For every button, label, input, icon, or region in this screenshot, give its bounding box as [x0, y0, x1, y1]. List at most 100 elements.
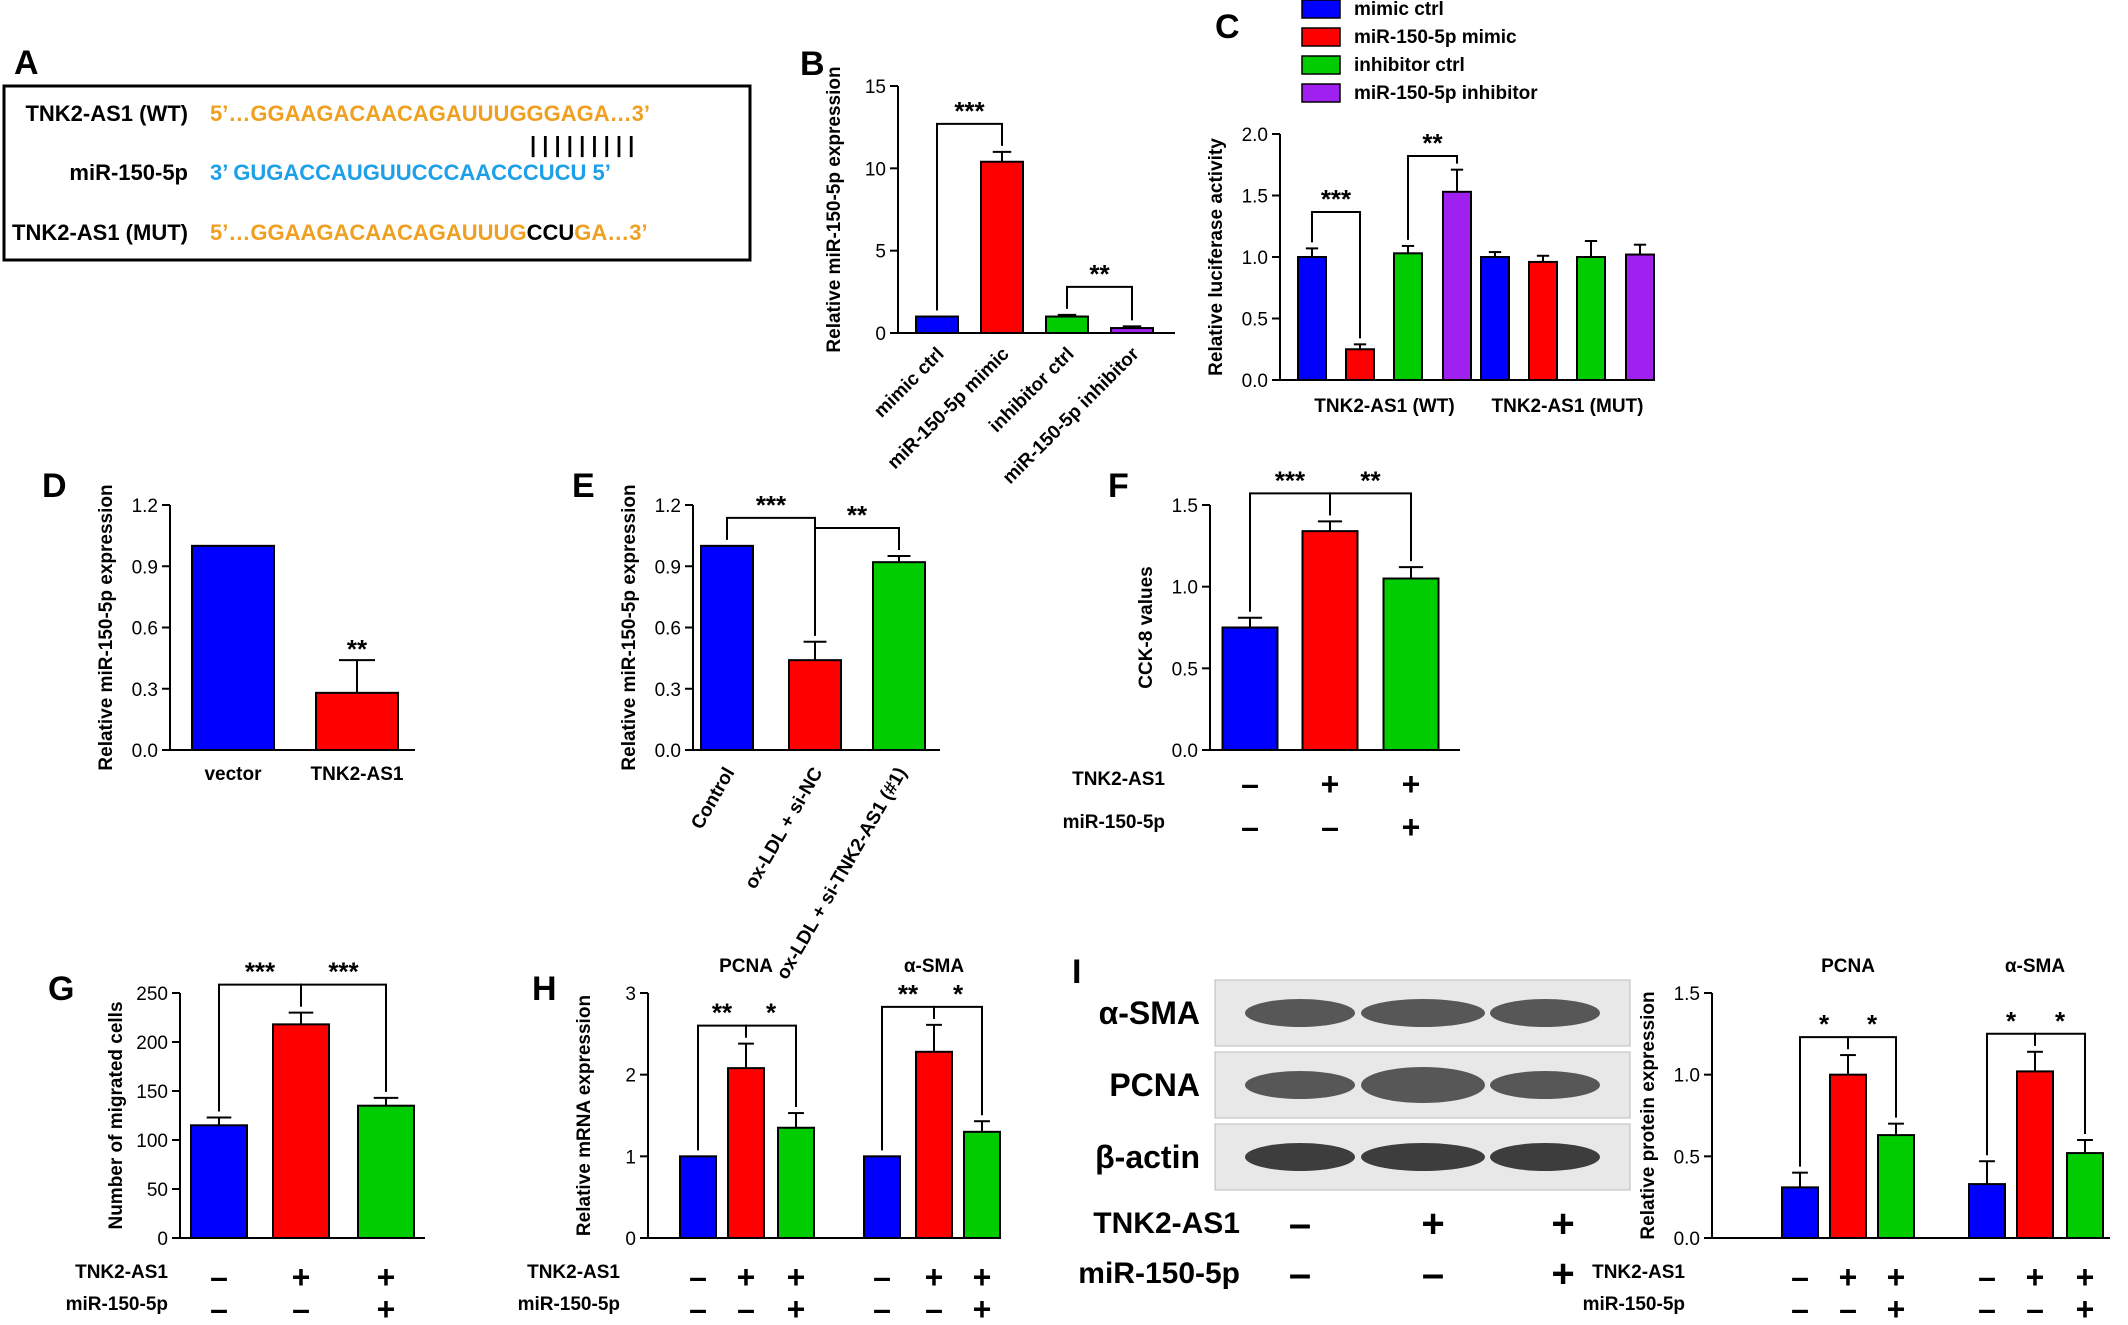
panel-a-sequence-alignment: A TNK2-AS1 (WT) 5’…GGAAGACAACAGAUUUGGGAGA……	[2, 44, 752, 262]
chart-panel-g: G 0 50 100 150 200 250 Number of migrated cells…	[48, 957, 425, 1325]
condition-label: miR-150-5p	[66, 1294, 168, 1315]
bar	[1528, 260, 1558, 382]
bar	[2066, 1152, 2104, 1239]
bar	[915, 1050, 953, 1240]
y-tick-label: 2	[625, 1066, 636, 1087]
significance-label: **	[1422, 128, 1443, 158]
condition-sign: +	[1887, 1259, 1906, 1295]
y-tick-label: 0.5	[1242, 310, 1268, 331]
bar	[2016, 1070, 2054, 1240]
y-tick-label: 0	[157, 1229, 168, 1250]
condition-sign: +	[1421, 1202, 1444, 1246]
bar	[357, 1104, 415, 1239]
sequence-segment: GA…3’	[574, 220, 647, 245]
protein-band	[1490, 1071, 1600, 1099]
panel-letter: B	[800, 45, 825, 83]
bar	[1968, 1183, 2006, 1239]
legend-entry: inhibitor ctrl	[1354, 55, 1465, 76]
y-tick-label: 3	[625, 984, 636, 1005]
significance-bracket	[1311, 211, 1361, 339]
bar	[272, 1023, 330, 1239]
significance-label: **	[898, 979, 919, 1009]
condition-sign: –	[1978, 1259, 1996, 1295]
y-tick-label: 2.0	[1242, 125, 1268, 146]
bar	[1781, 1186, 1819, 1240]
y-tick-label: 1.0	[1674, 1066, 1700, 1087]
protein-band	[1245, 1143, 1355, 1171]
condition-sign: +	[737, 1259, 756, 1295]
condition-sign: –	[1978, 1291, 1996, 1325]
bar	[1877, 1134, 1915, 1239]
x-category-label: vector	[204, 764, 262, 785]
significance-bracket	[300, 983, 387, 1092]
panel-letter: G	[48, 970, 74, 1008]
significance-label: ***	[954, 96, 985, 126]
condition-sign: +	[1839, 1259, 1858, 1295]
condition-sign: +	[787, 1259, 806, 1295]
condition-sign: +	[1551, 1252, 1574, 1296]
significance-label: *	[766, 998, 777, 1028]
y-axis-label: Relative protein expression	[1638, 991, 1659, 1239]
significance-bracket	[1847, 1036, 1897, 1118]
bar	[1110, 327, 1154, 334]
condition-sign: –	[1791, 1291, 1809, 1325]
y-tick-label: 250	[136, 984, 168, 1005]
condition-label: miR-150-5p	[518, 1294, 620, 1315]
panel-letter: C	[1215, 8, 1240, 46]
band-label: α-SMA	[1099, 995, 1200, 1031]
legend-entry: mimic ctrl	[1354, 0, 1444, 20]
condition-sign: +	[925, 1259, 944, 1295]
y-axis-label: Relative luciferase activity	[1206, 138, 1227, 376]
condition-sign: –	[1289, 1252, 1311, 1296]
bar	[777, 1126, 815, 1239]
condition-sign: +	[2026, 1259, 2045, 1295]
condition-sign: –	[925, 1291, 943, 1325]
legend-entry: miR-150-5p mimic	[1354, 27, 1517, 48]
bar	[1345, 348, 1375, 381]
condition-label: miR-150-5p	[1583, 1294, 1685, 1315]
y-tick-label: 150	[136, 1082, 168, 1103]
significance-label: ***	[756, 490, 787, 520]
x-category-label: Control	[687, 764, 739, 833]
significance-label: ***	[1321, 184, 1352, 214]
bar	[963, 1130, 1001, 1240]
condition-label: TNK2-AS1	[1072, 769, 1165, 790]
chart-panel-d: D 0.0 0.3 0.6 0.9 1.2 Relative miR-150-5p expr…	[42, 467, 415, 785]
y-tick-label: 1.5	[1674, 984, 1700, 1005]
condition-sign: –	[1422, 1252, 1444, 1296]
y-axis-label: Number of migrated cells	[106, 1001, 127, 1229]
panel-letter: F	[1108, 467, 1129, 505]
group-title: PCNA	[1821, 956, 1875, 977]
condition-sign: –	[1241, 809, 1259, 845]
significance-label: *	[953, 979, 964, 1009]
y-tick-label: 0.3	[132, 680, 158, 701]
base-pairing-lines: | | | | | | | | |	[530, 132, 634, 157]
band-label: PCNA	[1109, 1067, 1200, 1103]
bar	[1393, 252, 1423, 381]
y-tick-label: 0.6	[655, 619, 681, 640]
y-tick-label: 0	[625, 1229, 636, 1250]
y-tick-label: 1.5	[1242, 187, 1268, 208]
bar	[1297, 256, 1327, 381]
sequence-segment: 3’ GUGACCAUGUUCCCAACCCUCU 5’	[210, 160, 611, 185]
y-axis-label: CCK-8 values	[1136, 566, 1157, 689]
bar	[191, 544, 275, 751]
condition-sign: +	[2076, 1291, 2095, 1325]
condition-sign: –	[1321, 809, 1339, 845]
y-tick-label: 0.0	[1242, 371, 1268, 392]
y-tick-label: 50	[147, 1180, 168, 1201]
condition-sign: –	[1791, 1259, 1809, 1295]
y-tick-label: 0.3	[655, 680, 681, 701]
y-axis-label: Relative mRNA expression	[574, 995, 595, 1236]
condition-label: TNK2-AS1	[527, 1262, 620, 1283]
y-tick-label: 1	[625, 1147, 636, 1168]
sequence-box	[2, 84, 752, 262]
y-tick-label: 0	[875, 324, 886, 345]
condition-sign: –	[292, 1291, 310, 1325]
y-tick-label: 15	[865, 77, 886, 98]
condition-label: TNK2-AS1	[75, 1262, 168, 1283]
y-tick-label: 1.0	[1242, 248, 1268, 269]
group-title: α-SMA	[2005, 956, 2066, 977]
panel-letter: I	[1072, 953, 1081, 991]
